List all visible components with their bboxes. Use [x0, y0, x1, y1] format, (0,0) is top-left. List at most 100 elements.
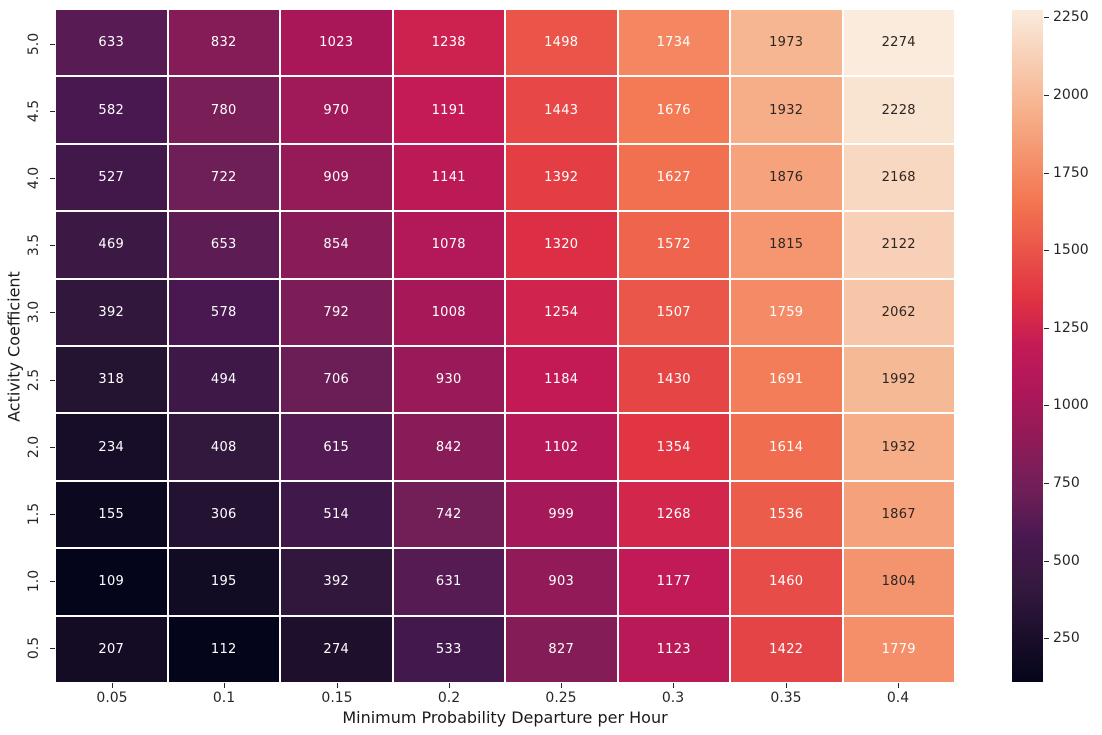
- heatmap-cell: 854: [281, 212, 392, 278]
- cell-value: 1254: [544, 304, 579, 320]
- heatmap-cell: 578: [168, 279, 279, 345]
- x-tick-mark: [561, 683, 562, 688]
- cell-value: 318: [98, 372, 125, 388]
- cell-value: 527: [98, 169, 125, 185]
- cell-value: 854: [323, 237, 350, 253]
- cell-value: 1320: [544, 237, 579, 253]
- x-tick-label: 0.2: [437, 690, 461, 706]
- cell-value: 582: [98, 102, 125, 118]
- heatmap-cell: 234: [56, 414, 167, 480]
- colorbar-tick-mark: [1044, 638, 1049, 639]
- heatmap-cell: 1023: [281, 10, 392, 76]
- cell-value: 1177: [656, 574, 691, 590]
- heatmap-cell: 1759: [731, 279, 842, 345]
- heatmap-cell: 827: [506, 616, 617, 682]
- colorbar-tick-mark: [1044, 173, 1049, 174]
- cell-value: 1392: [544, 169, 579, 185]
- heatmap-cell: 615: [281, 414, 392, 480]
- heatmap-cell: 1430: [618, 347, 729, 413]
- colorbar-tick-mark: [1044, 95, 1049, 96]
- heatmap-cell: 1676: [618, 77, 729, 143]
- heatmap-cell: 2122: [843, 212, 954, 278]
- heatmap-cell: 909: [281, 144, 392, 211]
- colorbar-tick-label: 500: [1053, 553, 1080, 569]
- cell-value: 1141: [431, 169, 466, 185]
- x-tick-label: 0.25: [545, 690, 577, 706]
- cell-value: 633: [98, 35, 125, 51]
- heatmap-cell: 2228: [843, 77, 954, 143]
- y-tick-label: 0.5: [26, 636, 42, 660]
- y-tick-label: 4.0: [26, 166, 42, 190]
- cell-value: 155: [98, 506, 125, 522]
- cell-value: 1123: [656, 641, 691, 657]
- y-tick-label: 1.0: [26, 569, 42, 593]
- heatmap-cell: 1876: [731, 144, 842, 211]
- cell-value: 827: [548, 641, 575, 657]
- y-tick-mark: [50, 447, 55, 448]
- heatmap-cell: 494: [168, 347, 279, 413]
- cell-value: 533: [435, 641, 462, 657]
- cell-value: 1238: [431, 35, 466, 51]
- cell-value: 469: [98, 237, 125, 253]
- heatmap-cell: 1992: [843, 347, 954, 413]
- cell-value: 195: [210, 574, 237, 590]
- cell-value: 494: [210, 372, 237, 388]
- cell-value: 207: [98, 641, 125, 657]
- x-tick-label: 0.35: [770, 690, 802, 706]
- colorbar-tick-label: 1750: [1053, 165, 1089, 181]
- heatmap-cell: 1614: [731, 414, 842, 480]
- cell-value: 2062: [881, 304, 916, 320]
- heatmap-cell: 633: [56, 10, 167, 76]
- heatmap-cell: 1815: [731, 212, 842, 278]
- cell-value: 1023: [319, 35, 354, 51]
- heatmap-cell: 792: [281, 279, 392, 345]
- cell-value: 1008: [431, 304, 466, 320]
- cell-value: 1676: [656, 102, 691, 118]
- y-tick-mark: [50, 312, 55, 313]
- colorbar-tick-mark: [1044, 250, 1049, 251]
- heatmap-cell: 155: [56, 481, 167, 548]
- x-tick-label: 0.3: [661, 690, 685, 706]
- colorbar-tick-label: 1500: [1053, 242, 1089, 258]
- cell-value: 930: [435, 372, 462, 388]
- cell-value: 1422: [769, 641, 804, 657]
- y-tick-mark: [50, 245, 55, 246]
- cell-value: 1973: [769, 35, 804, 51]
- heatmap-cell: 318: [56, 347, 167, 413]
- heatmap-cell: 392: [281, 549, 392, 615]
- y-tick-label: 2.0: [26, 435, 42, 459]
- colorbar-tick-label: 1000: [1053, 397, 1089, 413]
- heatmap-cell: 2274: [843, 10, 954, 76]
- cell-value: 1268: [656, 506, 691, 522]
- colorbar-tick-label: 1250: [1053, 320, 1089, 336]
- colorbar-tick-label: 2250: [1053, 9, 1089, 25]
- heatmap-cell: 631: [393, 549, 504, 615]
- heatmap-cell: 1354: [618, 414, 729, 480]
- heatmap-cell: 1507: [618, 279, 729, 345]
- x-tick-mark: [224, 683, 225, 688]
- heatmap-cell: 274: [281, 616, 392, 682]
- x-tick-label: 0.05: [96, 690, 128, 706]
- cell-value: 1191: [431, 102, 466, 118]
- y-tick-label: 4.5: [26, 99, 42, 123]
- colorbar-tick-label: 750: [1053, 475, 1080, 491]
- y-axis-label: Activity Coefficient: [4, 271, 24, 422]
- cell-value: 1184: [544, 372, 579, 388]
- cell-value: 631: [435, 574, 462, 590]
- cell-value: 792: [323, 304, 350, 320]
- cell-value: 1460: [769, 574, 804, 590]
- y-tick-label: 2.5: [26, 368, 42, 392]
- y-tick-mark: [50, 178, 55, 179]
- cell-value: 1932: [881, 439, 916, 455]
- cell-value: 2168: [881, 169, 916, 185]
- heatmap-cell: 1102: [506, 414, 617, 480]
- cell-value: 1815: [769, 237, 804, 253]
- cell-value: 1078: [431, 237, 466, 253]
- heatmap-cell: 722: [168, 144, 279, 211]
- heatmap-cell: 1498: [506, 10, 617, 76]
- y-tick-mark: [50, 514, 55, 515]
- x-tick-label: 0.15: [321, 690, 353, 706]
- heatmap-cell: 1932: [843, 414, 954, 480]
- x-tick-mark: [449, 683, 450, 688]
- cell-value: 392: [323, 574, 350, 590]
